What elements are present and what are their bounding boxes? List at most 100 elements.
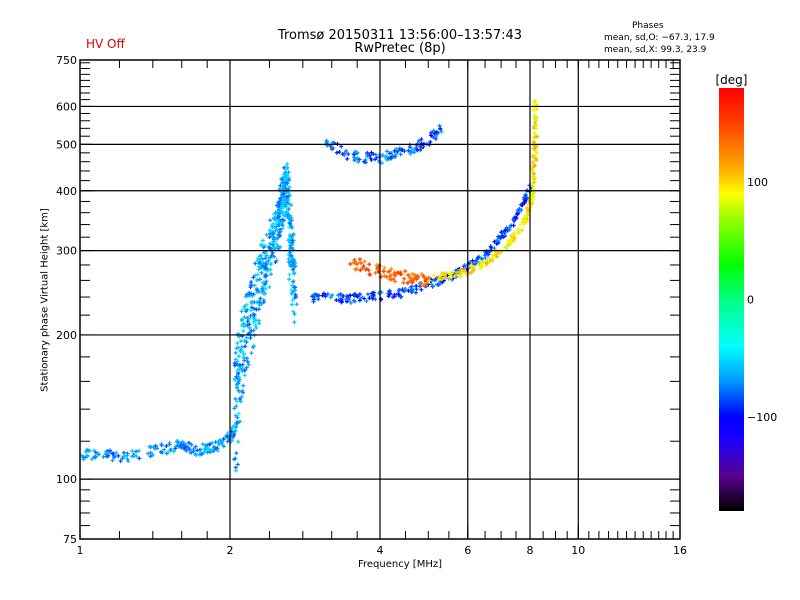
data-point xyxy=(257,277,262,282)
data-point xyxy=(344,299,349,304)
data-point xyxy=(153,446,158,451)
data-point xyxy=(194,453,199,458)
data-point xyxy=(403,269,408,274)
phases-o-stats: mean, sd,O: −67.3, 17.9 xyxy=(604,33,715,43)
data-point xyxy=(530,184,535,189)
data-point xyxy=(254,307,259,312)
data-point xyxy=(249,308,254,313)
data-point xyxy=(263,261,268,266)
data-point xyxy=(105,448,110,453)
data-point xyxy=(525,213,530,218)
data-point xyxy=(258,296,263,301)
data-point xyxy=(267,235,272,240)
data-point xyxy=(515,212,520,217)
data-point xyxy=(234,468,239,473)
data-point xyxy=(374,263,379,268)
data-point xyxy=(406,288,411,293)
data-point xyxy=(412,272,417,277)
data-point xyxy=(419,137,424,142)
data-point xyxy=(264,253,269,258)
data-point xyxy=(358,268,363,273)
x-axis-label: Frequency [MHz] xyxy=(357,559,443,570)
data-point xyxy=(287,215,292,220)
data-point xyxy=(215,448,220,453)
data-point xyxy=(125,453,130,458)
data-point xyxy=(419,272,424,277)
data-point xyxy=(249,351,254,356)
data-point xyxy=(179,445,184,450)
data-point xyxy=(520,228,525,233)
data-point xyxy=(278,245,283,250)
data-point xyxy=(238,339,243,344)
data-point xyxy=(150,452,155,457)
data-point xyxy=(241,383,246,388)
data-point xyxy=(268,231,273,236)
data-point xyxy=(360,295,365,300)
data-point xyxy=(121,450,126,455)
chart-title-line2: RwPretec (8p) xyxy=(354,41,446,56)
data-point xyxy=(497,235,502,240)
data-point xyxy=(240,349,245,354)
data-point xyxy=(180,439,185,444)
data-point xyxy=(292,320,297,325)
y-tick-label: 200 xyxy=(56,329,77,342)
data-point xyxy=(532,146,537,151)
data-point xyxy=(471,268,476,273)
y-tick-label: 750 xyxy=(56,54,77,67)
data-point xyxy=(382,265,387,270)
data-point xyxy=(367,262,372,267)
data-point xyxy=(412,150,417,155)
data-point xyxy=(355,294,360,299)
data-point xyxy=(317,293,322,298)
data-point xyxy=(336,293,341,298)
data-point xyxy=(523,193,528,198)
data-point xyxy=(289,291,294,296)
data-point xyxy=(268,241,273,246)
data-point xyxy=(397,146,402,151)
data-point xyxy=(470,258,475,263)
data-point xyxy=(473,261,478,266)
data-point xyxy=(504,225,509,230)
data-point xyxy=(502,230,507,235)
data-point xyxy=(287,193,292,198)
data-point xyxy=(429,133,434,138)
data-point xyxy=(534,158,539,163)
data-point xyxy=(261,245,266,250)
data-point xyxy=(233,357,238,362)
data-point xyxy=(397,288,402,293)
data-point xyxy=(387,288,392,293)
data-point xyxy=(324,140,329,145)
data-point xyxy=(264,232,269,237)
data-point xyxy=(186,440,191,445)
data-point xyxy=(291,232,296,237)
data-point xyxy=(525,207,530,212)
data-point xyxy=(261,291,266,296)
data-point xyxy=(236,379,241,384)
data-point xyxy=(320,293,325,298)
y-tick-label: 400 xyxy=(56,185,77,198)
data-point xyxy=(360,265,365,270)
data-point xyxy=(96,452,101,457)
data-point xyxy=(273,260,278,265)
data-point xyxy=(365,151,370,156)
data-point xyxy=(513,215,518,220)
data-point xyxy=(334,298,339,303)
data-point xyxy=(424,282,429,287)
data-point xyxy=(419,287,424,292)
data-point xyxy=(203,449,208,454)
data-point xyxy=(261,280,266,285)
data-point xyxy=(469,263,474,268)
data-point xyxy=(448,270,453,275)
data-point xyxy=(531,154,536,159)
data-point xyxy=(435,130,440,135)
data-point xyxy=(364,267,369,272)
data-point xyxy=(495,238,500,243)
data-point xyxy=(523,197,528,202)
data-point xyxy=(206,447,211,452)
data-point xyxy=(353,292,358,297)
data-point xyxy=(359,261,364,266)
data-point xyxy=(288,202,293,207)
data-point xyxy=(342,153,347,158)
colorbar-tick-label: −100 xyxy=(747,411,777,424)
